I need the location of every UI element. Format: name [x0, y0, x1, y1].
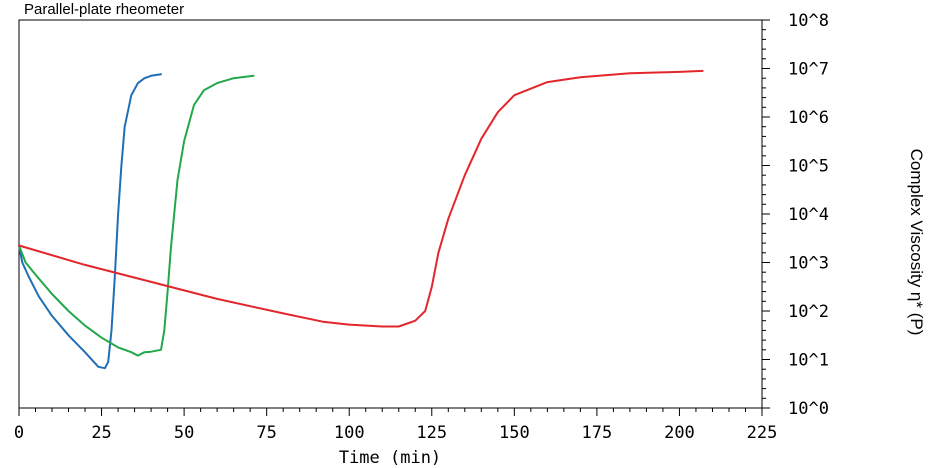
series-line-2 [18, 74, 255, 357]
y-tick-label: 10^4 [788, 205, 829, 225]
x-tick-label: 100 [334, 423, 365, 443]
x-tick-label: 75 [256, 423, 276, 443]
x-tick-label: 125 [416, 423, 447, 443]
y-tick-label: 10^8 [788, 11, 829, 31]
y-tick-label: 10^1 [788, 351, 829, 371]
plot-frame [18, 19, 763, 409]
y-tick-label: 10^7 [788, 60, 829, 80]
y-tick-label: 10^6 [788, 108, 829, 128]
x-tick-label: 175 [582, 423, 613, 443]
x-tick-label: 25 [91, 423, 111, 443]
x-tick-label: 225 [747, 423, 778, 443]
x-tick-label: 50 [174, 423, 194, 443]
y-tick-label: 10^3 [788, 254, 829, 274]
y-tick-label: 10^5 [788, 157, 829, 177]
x-tick-label: 0 [14, 423, 24, 443]
chart-title: Parallel-plate rheometer [24, 1, 184, 18]
y-tick-label: 10^0 [788, 399, 829, 419]
x-axis-label: Time (min) [339, 448, 441, 468]
y-tick-label: 10^2 [788, 302, 829, 322]
series-line-1 [18, 73, 162, 370]
y-axis-label: Complex Viscosity η* (P) [907, 149, 926, 336]
x-tick-label: 200 [664, 423, 695, 443]
series-line-3 [18, 69, 704, 328]
x-tick-label: 150 [499, 423, 530, 443]
